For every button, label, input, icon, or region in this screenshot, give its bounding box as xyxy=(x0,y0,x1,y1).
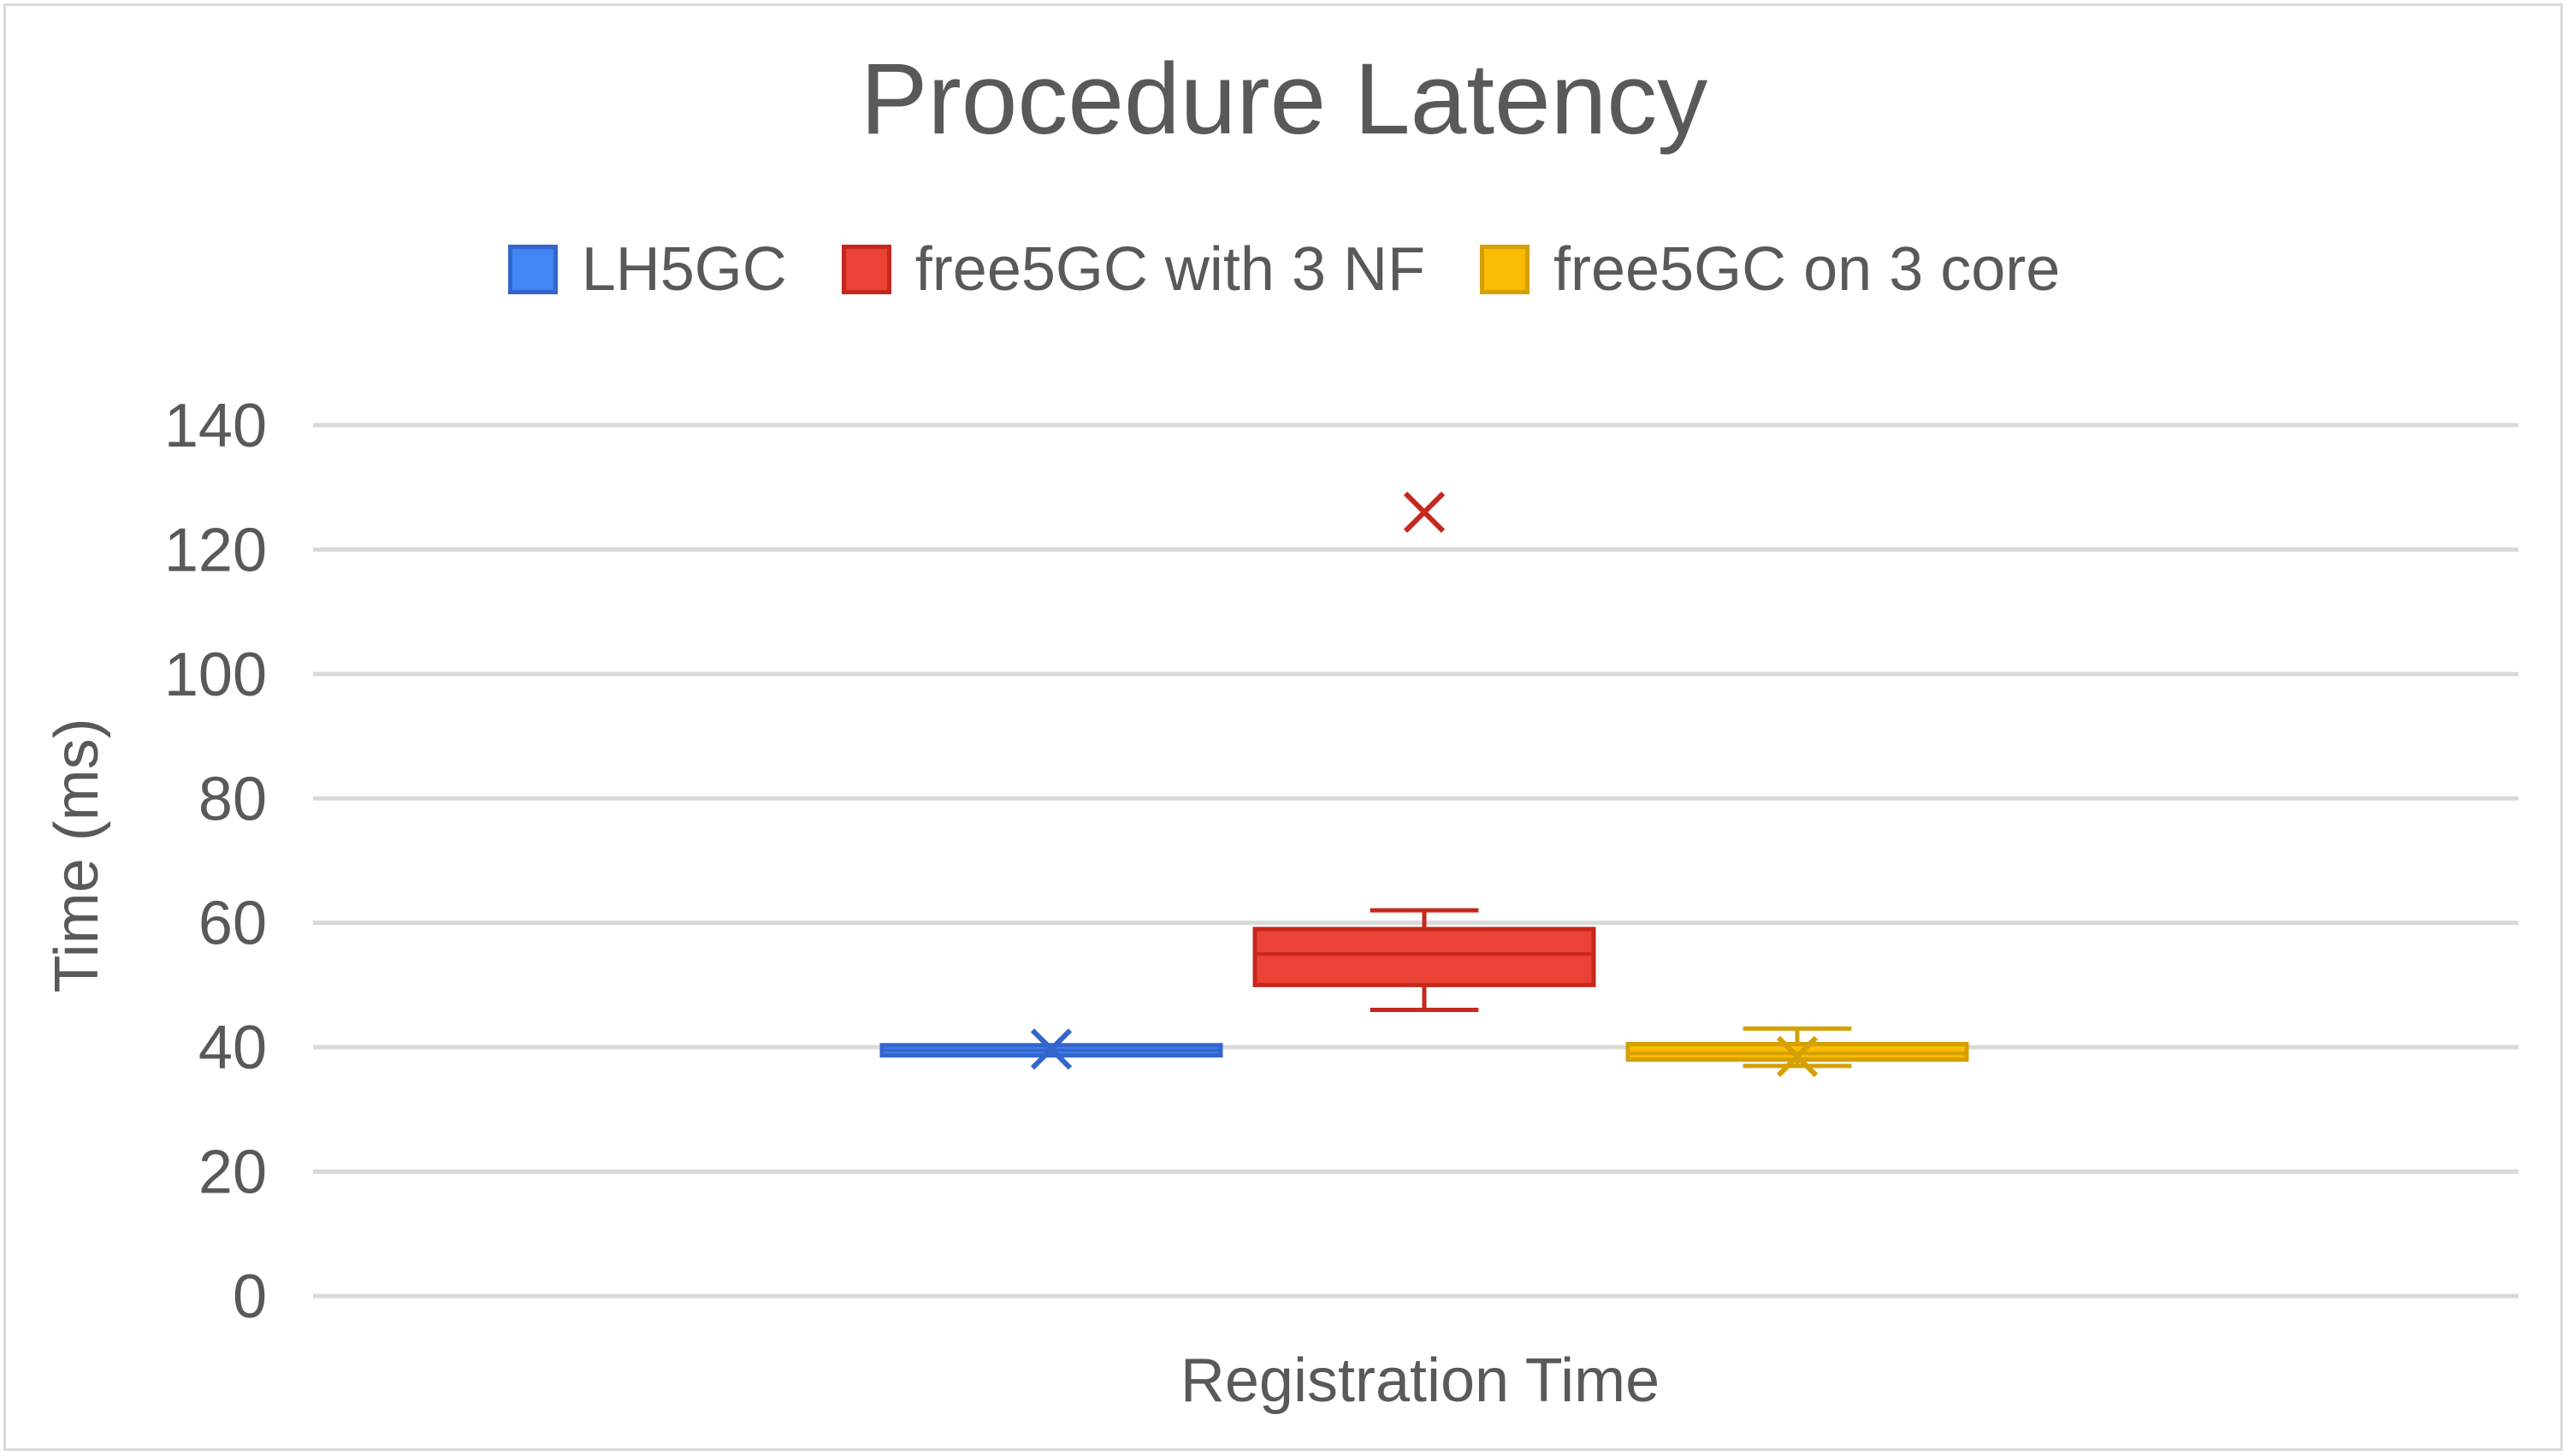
y-axis-label: Time (ms) xyxy=(43,718,111,992)
y-tick-label-120: 120 xyxy=(164,516,267,584)
legend-item-0: LH5GC xyxy=(507,234,787,305)
chart-frame xyxy=(3,3,2563,1451)
gridlines xyxy=(313,423,2518,1299)
y-tick-label-100: 100 xyxy=(164,641,267,709)
mean-marker-0 xyxy=(1030,1028,1073,1070)
mean-marker-stroke-b-0 xyxy=(1030,1028,1073,1070)
y-tick-label-80: 80 xyxy=(198,765,267,833)
box-rect-1 xyxy=(1252,926,1596,987)
x-axis-label: Registration Time xyxy=(1180,1347,1660,1415)
y-tick-label-60: 60 xyxy=(198,890,267,958)
box-1 xyxy=(1252,491,1596,1013)
y-tick-labels: 0 20 40 60 80 100 120 140 xyxy=(164,392,267,1331)
legend-swatch-1 xyxy=(841,245,891,294)
legend-label-1: free5GC with 3 NF xyxy=(914,235,1425,304)
y-tick-label-40: 40 xyxy=(198,1014,267,1082)
legend-item-2: free5GC on 3 core xyxy=(1479,234,2061,305)
box-series xyxy=(879,491,1969,1078)
legend-swatch-2 xyxy=(1479,245,1530,294)
box-0 xyxy=(879,1028,1223,1070)
mean-marker-stroke-b-2 xyxy=(1776,1035,1819,1078)
mean-marker-1 xyxy=(1403,491,1446,533)
mean-marker-2 xyxy=(1776,1035,1819,1078)
legend-label-2: free5GC on 3 core xyxy=(1553,235,2061,304)
chart-title: Procedure Latency xyxy=(860,43,1708,156)
legend-swatch-0 xyxy=(507,245,558,294)
mean-marker-stroke-b-1 xyxy=(1403,491,1446,533)
y-tick-label-20: 20 xyxy=(198,1139,267,1207)
legend-item-1: free5GC with 3 NF xyxy=(841,234,1425,305)
legend-label-0: LH5GC xyxy=(581,235,787,304)
legend: LH5GC free5GC with 3 NF free5GC on 3 cor… xyxy=(0,231,2568,308)
box-2 xyxy=(1625,1026,1969,1078)
y-tick-label-140: 140 xyxy=(164,392,267,460)
y-tick-label-0: 0 xyxy=(233,1263,267,1331)
